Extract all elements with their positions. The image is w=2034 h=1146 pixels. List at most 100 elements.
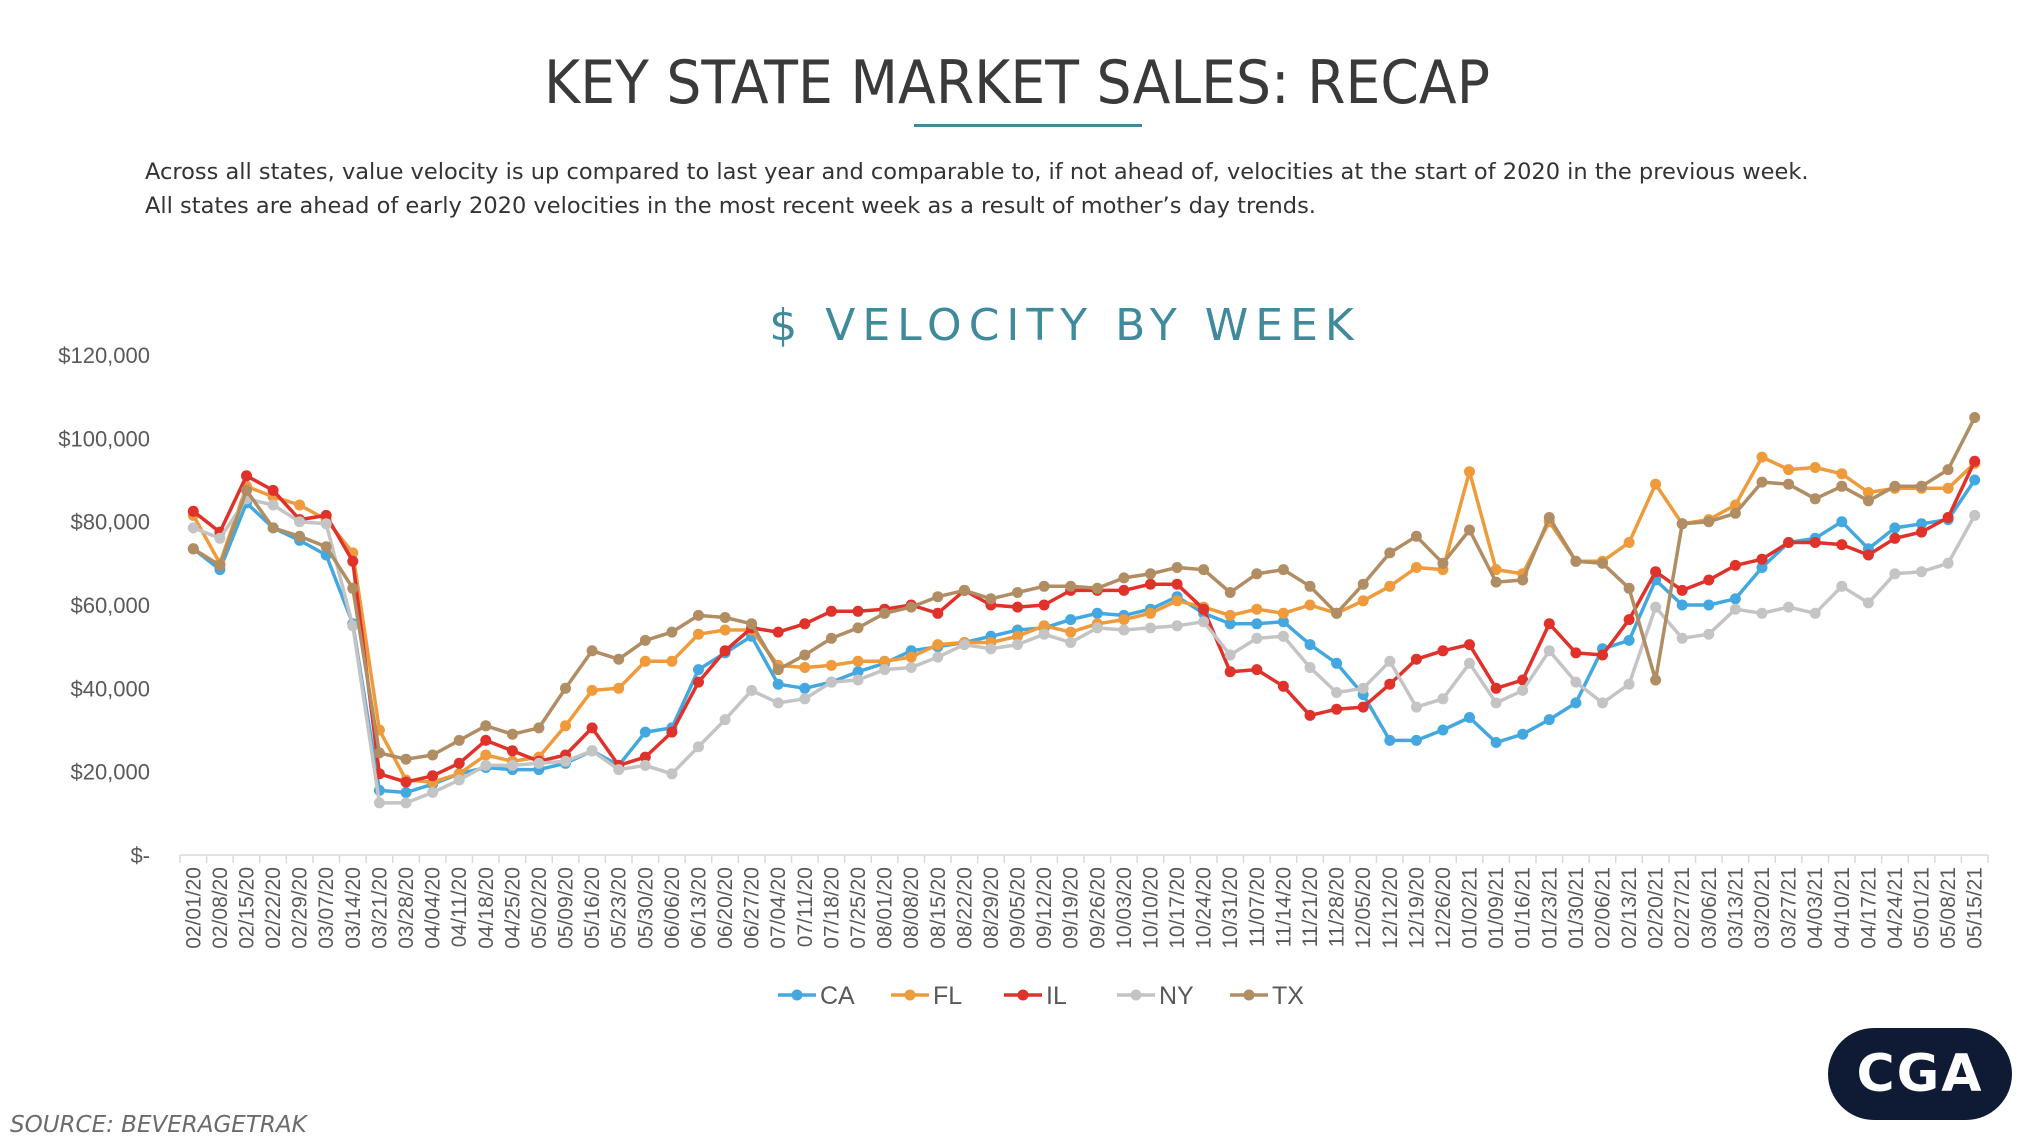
data-point <box>1118 572 1130 584</box>
data-point <box>1251 618 1263 630</box>
data-point <box>1703 599 1715 611</box>
data-point <box>1224 666 1236 678</box>
legend-swatch-marker <box>1243 989 1255 1001</box>
data-point <box>1171 620 1183 632</box>
data-point <box>1251 568 1263 580</box>
legend-label: FL <box>933 982 962 1010</box>
data-point <box>1517 728 1529 740</box>
x-tick-label: 05/15/21 <box>1964 867 1987 949</box>
data-point <box>1543 645 1555 657</box>
data-point <box>1969 509 1981 521</box>
data-point <box>1357 701 1369 713</box>
data-point <box>1969 455 1981 467</box>
data-point <box>1384 547 1396 559</box>
data-point <box>1145 622 1156 634</box>
x-tick-label: 07/18/20 <box>820 867 843 949</box>
x-tick-label: 03/20/21 <box>1751 867 1774 949</box>
cga-logo: CGA <box>1828 1028 2012 1120</box>
data-point <box>1224 618 1236 630</box>
data-point <box>1331 703 1343 715</box>
data-point <box>1384 678 1396 690</box>
data-point <box>1437 645 1449 657</box>
data-point <box>693 609 704 621</box>
data-point <box>1916 526 1927 538</box>
legend-item-fl: FL <box>891 982 962 1010</box>
data-point <box>1464 466 1475 478</box>
y-tick-label: $60,000 <box>70 593 150 618</box>
x-tick-label: 10/10/20 <box>1139 867 1162 949</box>
data-point <box>1171 595 1183 607</box>
data-point <box>1783 464 1795 476</box>
data-point <box>267 484 279 496</box>
x-tick-label: 03/27/21 <box>1778 867 1801 949</box>
x-tick-label: 12/12/20 <box>1379 867 1402 949</box>
data-point <box>1969 412 1981 423</box>
data-point <box>1916 480 1927 492</box>
data-point <box>1836 516 1848 528</box>
data-point <box>1969 474 1981 486</box>
data-point <box>1570 697 1582 709</box>
data-point <box>1277 607 1289 619</box>
data-point <box>1756 451 1768 463</box>
data-point <box>905 651 917 663</box>
data-point <box>825 676 837 688</box>
data-point <box>400 787 412 798</box>
x-tick-label: 02/13/21 <box>1618 867 1641 949</box>
data-point <box>1198 603 1210 615</box>
data-point <box>1490 564 1502 576</box>
data-point <box>1277 564 1289 576</box>
data-point <box>772 664 784 676</box>
y-tick-label: $120,000 <box>58 343 150 368</box>
data-point <box>1650 478 1662 490</box>
data-point <box>1809 462 1821 473</box>
data-point <box>347 555 359 567</box>
data-point <box>1410 701 1422 713</box>
data-point <box>533 722 545 734</box>
data-point <box>1410 562 1422 573</box>
x-tick-label: 02/08/20 <box>209 867 232 949</box>
data-point <box>347 620 359 632</box>
data-point <box>1038 620 1050 632</box>
data-point <box>1038 599 1050 611</box>
data-point <box>1597 697 1608 709</box>
data-point <box>852 605 864 617</box>
data-point <box>506 728 518 740</box>
data-point <box>1118 584 1130 596</box>
x-tick-label: 06/13/20 <box>687 867 710 949</box>
data-point <box>1623 678 1635 690</box>
data-point <box>1357 578 1369 590</box>
series-line-il <box>192 460 1977 784</box>
data-point <box>1490 697 1502 709</box>
data-point <box>1464 524 1475 536</box>
data-point <box>879 664 891 676</box>
x-tick-label: 08/15/20 <box>927 867 950 949</box>
x-tick-label: 03/07/20 <box>315 867 338 949</box>
data-point <box>453 774 465 786</box>
data-point <box>613 764 625 776</box>
data-point <box>1304 580 1316 592</box>
data-point <box>1942 557 1954 569</box>
data-point <box>1517 674 1529 686</box>
x-tick-label: 08/01/20 <box>874 867 897 949</box>
x-tick-label: 06/27/20 <box>741 867 764 949</box>
data-point <box>1809 537 1821 548</box>
data-point <box>1783 601 1795 613</box>
x-tick-label: 02/27/21 <box>1671 867 1694 949</box>
data-point <box>719 714 731 726</box>
data-point <box>1384 580 1396 592</box>
data-point <box>1570 555 1582 567</box>
series-line-fl <box>191 455 1976 784</box>
data-point <box>1065 637 1077 648</box>
data-point <box>480 734 492 746</box>
subtitle: Across all states, value velocity is up … <box>145 155 1945 223</box>
data-point <box>932 651 944 663</box>
data-point <box>693 741 704 753</box>
data-point <box>533 757 545 769</box>
data-point <box>586 684 598 696</box>
x-tick-label: 06/06/20 <box>661 867 684 949</box>
data-point <box>1065 626 1077 638</box>
data-point <box>1862 487 1874 498</box>
legend-label: CA <box>820 982 855 1010</box>
data-point <box>1570 647 1582 659</box>
data-point <box>1251 664 1263 676</box>
